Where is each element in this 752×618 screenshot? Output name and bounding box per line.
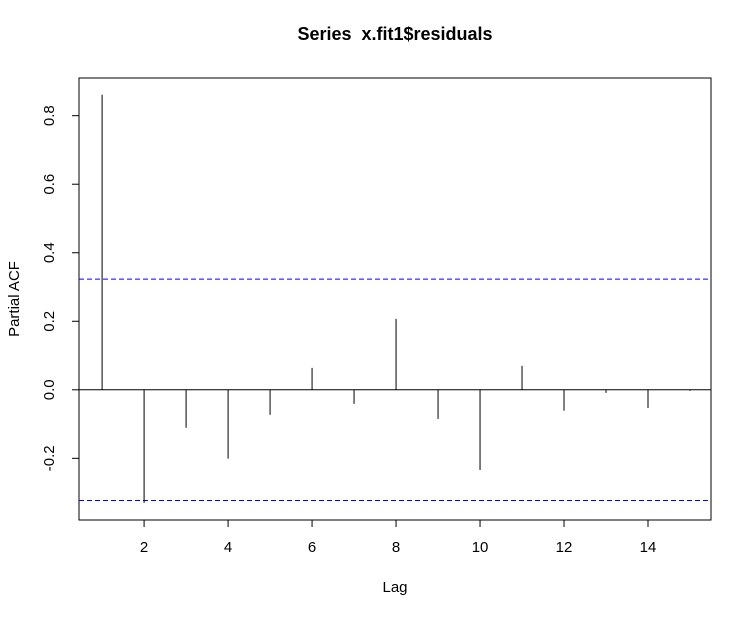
y-tick-label: 0.2	[41, 311, 58, 332]
x-tick-label: 4	[224, 539, 232, 556]
y-tick-label: -0.2	[41, 445, 58, 471]
x-tick-label: 12	[556, 539, 573, 556]
y-tick-label: 0.0	[41, 379, 58, 400]
y-tick-label: 0.6	[41, 174, 58, 195]
x-tick-label: 6	[308, 539, 316, 556]
x-tick-label: 2	[140, 539, 148, 556]
chart-title: Series x.fit1$residuals	[297, 24, 492, 44]
x-tick-label: 14	[640, 539, 657, 556]
x-tick-label: 8	[392, 539, 400, 556]
x-tick-label: 10	[472, 539, 489, 556]
y-axis-label: Partial ACF	[6, 261, 23, 337]
y-tick-label: 0.4	[41, 242, 58, 263]
x-axis-label: Lag	[382, 579, 407, 596]
y-tick-label: 0.8	[41, 105, 58, 126]
plot-box	[78, 77, 712, 521]
